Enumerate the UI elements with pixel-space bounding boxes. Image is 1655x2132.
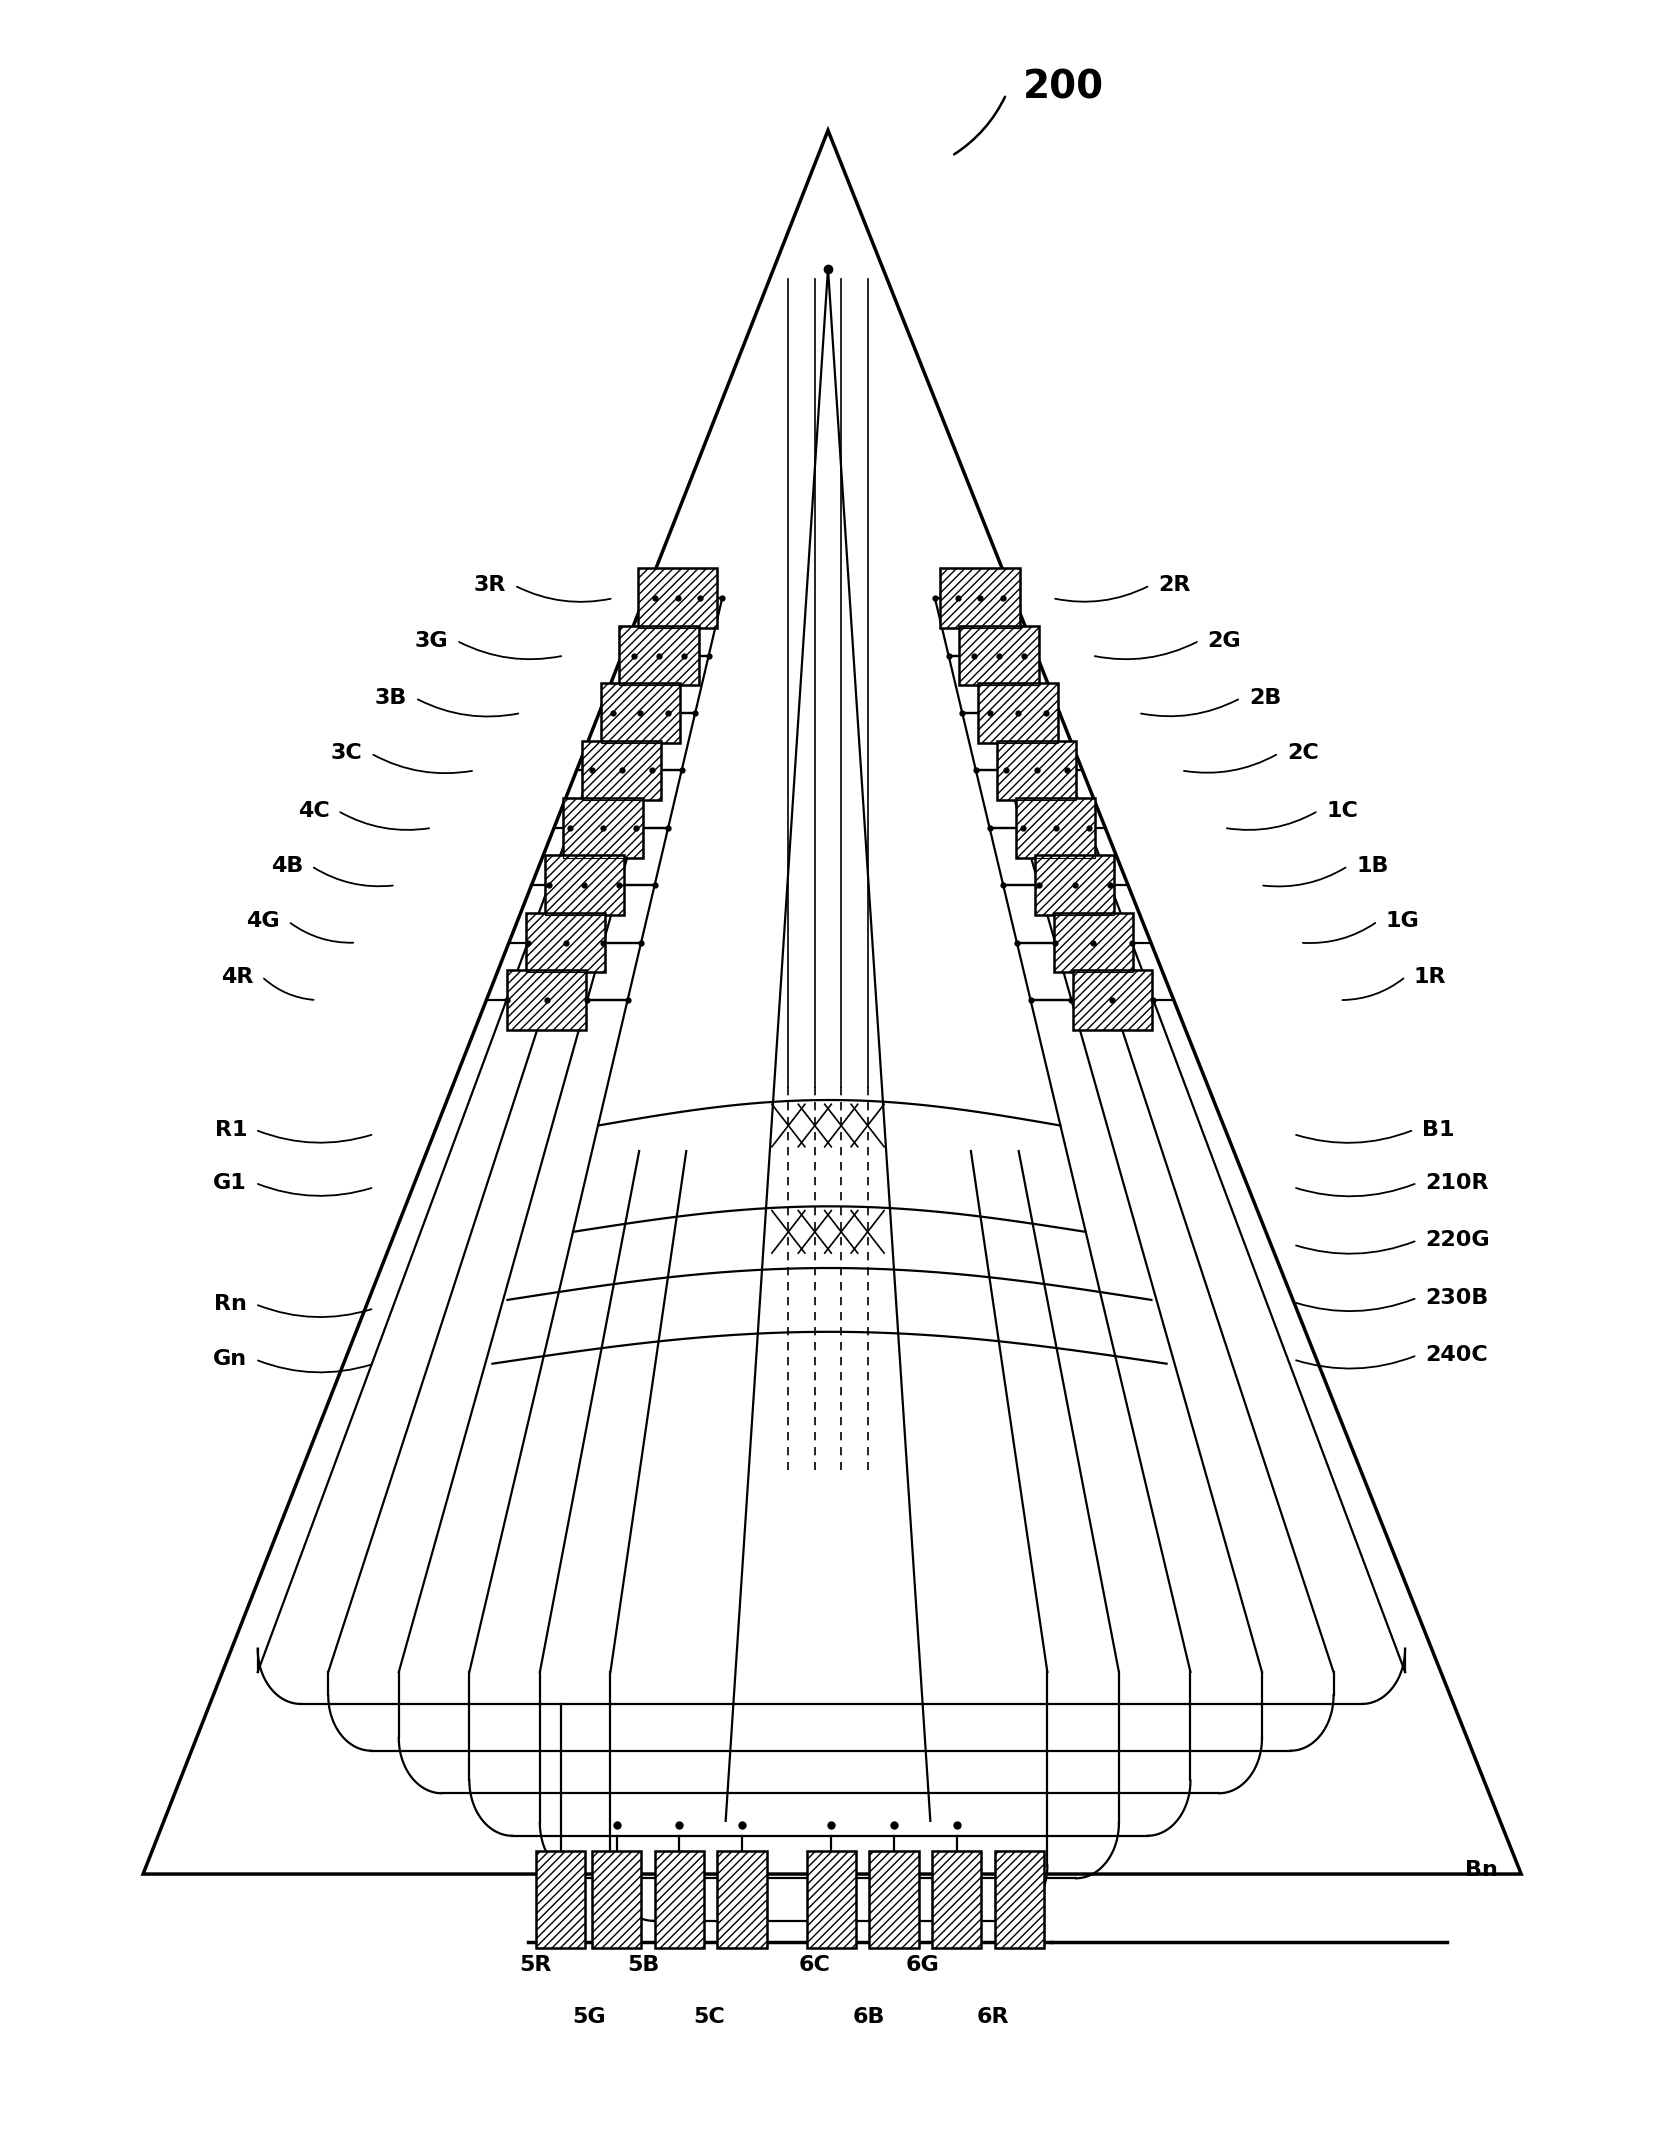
Polygon shape [637, 569, 717, 629]
Text: 5C: 5C [693, 2006, 725, 2028]
Polygon shape [591, 1851, 640, 1949]
Polygon shape [1072, 970, 1152, 1030]
Text: 5B: 5B [627, 1955, 659, 1976]
Text: 3R: 3R [473, 576, 506, 595]
Polygon shape [978, 682, 1058, 742]
Text: 6G: 6G [905, 1955, 938, 1976]
Text: 220G: 220G [1425, 1230, 1490, 1249]
Text: 6B: 6B [852, 2006, 885, 2028]
Polygon shape [717, 1851, 766, 1949]
Text: 1B: 1B [1355, 857, 1389, 876]
Text: 3C: 3C [331, 744, 362, 763]
Polygon shape [654, 1851, 703, 1949]
Polygon shape [995, 1851, 1044, 1949]
Text: Rn: Rn [213, 1294, 247, 1313]
Polygon shape [869, 1851, 919, 1949]
Text: 1G: 1G [1385, 910, 1418, 932]
Text: 1R: 1R [1413, 966, 1445, 987]
Polygon shape [940, 569, 1019, 629]
Text: 4R: 4R [222, 966, 253, 987]
Polygon shape [506, 970, 586, 1030]
Text: 230B: 230B [1425, 1288, 1488, 1307]
Polygon shape [544, 855, 624, 915]
Polygon shape [1053, 912, 1132, 972]
Text: 210R: 210R [1425, 1173, 1488, 1194]
Polygon shape [619, 627, 698, 684]
Polygon shape [806, 1851, 856, 1949]
Text: 1C: 1C [1326, 802, 1357, 821]
Polygon shape [563, 797, 642, 857]
Text: 2G: 2G [1206, 631, 1241, 650]
Text: 2R: 2R [1157, 576, 1190, 595]
Polygon shape [996, 740, 1076, 800]
Text: 3G: 3G [414, 631, 449, 650]
Text: Bn: Bn [1465, 1859, 1498, 1880]
Text: 3B: 3B [374, 689, 407, 708]
Polygon shape [958, 627, 1038, 684]
Text: 6C: 6C [798, 1955, 831, 1976]
Text: Gn: Gn [213, 1350, 247, 1369]
Polygon shape [932, 1851, 981, 1949]
Text: 200: 200 [1023, 68, 1104, 107]
Polygon shape [581, 740, 660, 800]
Text: 4G: 4G [247, 910, 280, 932]
Text: 2C: 2C [1286, 744, 1317, 763]
Text: B1: B1 [1422, 1119, 1453, 1141]
Polygon shape [536, 1851, 584, 1949]
Text: 4C: 4C [298, 802, 329, 821]
Text: 6R: 6R [976, 2006, 1008, 2028]
Polygon shape [1016, 797, 1094, 857]
Text: 5G: 5G [571, 2006, 606, 2028]
Text: 2B: 2B [1248, 689, 1281, 708]
Text: G1: G1 [213, 1173, 247, 1194]
Text: 240C: 240C [1425, 1345, 1488, 1364]
Text: 5R: 5R [520, 1955, 551, 1976]
Polygon shape [601, 682, 680, 742]
Text: 4B: 4B [271, 857, 303, 876]
Polygon shape [526, 912, 604, 972]
Polygon shape [1034, 855, 1114, 915]
Text: R1: R1 [215, 1119, 247, 1141]
